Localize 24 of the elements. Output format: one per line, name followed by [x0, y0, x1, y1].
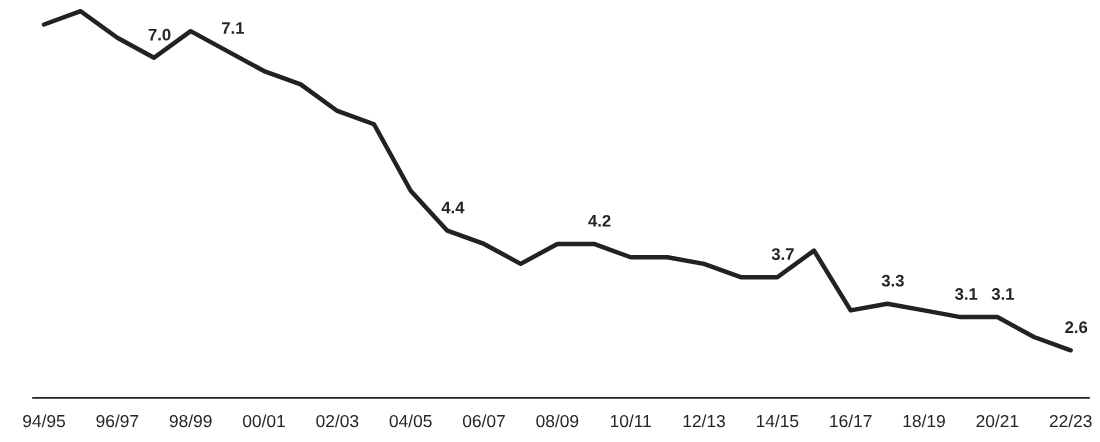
x-tick-label: 18/19 — [903, 414, 945, 428]
x-tick-label: 12/13 — [683, 414, 725, 428]
x-tick-label: 06/07 — [462, 414, 505, 428]
data-label: 3.3 — [881, 274, 904, 287]
data-label: 4.2 — [588, 214, 611, 227]
data-label: 3.1 — [955, 288, 978, 300]
x-tick-label: 02/03 — [316, 414, 359, 428]
x-tick-label: 00/01 — [242, 414, 285, 428]
data-label: 3.7 — [771, 248, 794, 261]
x-tick-label: 04/05 — [389, 414, 432, 428]
data-label: 7.1 — [222, 22, 245, 34]
x-tick-label: 94/95 — [23, 414, 65, 428]
x-tick-label: 96/97 — [96, 414, 139, 428]
data-label: 2.6 — [1065, 321, 1088, 334]
x-tick-label: 14/15 — [756, 414, 799, 428]
data-label: 3.1 — [991, 288, 1015, 300]
x-tick-label: 20/21 — [976, 414, 1019, 428]
x-tick-label: 98/99 — [169, 414, 212, 428]
x-tick-label: 22/23 — [1049, 414, 1092, 428]
x-tick-label: 08/09 — [536, 414, 579, 428]
data-label: 4.4 — [441, 201, 465, 214]
x-tick-label: 10/11 — [610, 414, 651, 428]
x-tick-label: 16/17 — [830, 414, 872, 428]
data-label: 7.0 — [148, 28, 171, 41]
